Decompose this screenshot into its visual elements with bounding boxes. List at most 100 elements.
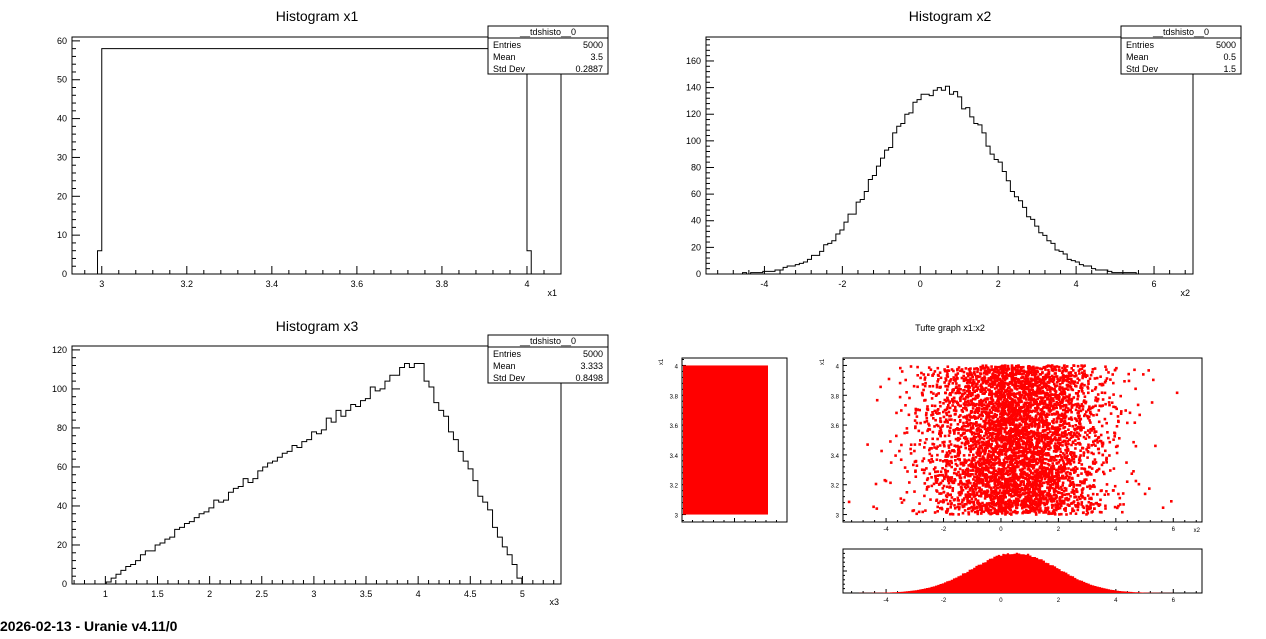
scatter-point [970, 493, 973, 496]
y-tick-label: 3.6 [670, 424, 679, 430]
scatter-point [1021, 426, 1024, 429]
scatter-point [998, 462, 1002, 466]
scatter-point [998, 371, 1002, 374]
scatter-point [1026, 481, 1030, 484]
scatter-point [990, 446, 994, 450]
scatter-point [1103, 381, 1107, 384]
scatter-point [1037, 483, 1041, 487]
scatter-point [965, 389, 969, 393]
scatter-point [951, 489, 954, 493]
scatter-point [1028, 464, 1032, 467]
scatter-point [1015, 414, 1019, 418]
scatter-point [971, 375, 974, 379]
scatter-point [972, 371, 976, 375]
scatter-point [1024, 420, 1027, 424]
scatter-point [933, 446, 936, 449]
scatter-point [1059, 414, 1063, 417]
scatter-point [1017, 450, 1021, 454]
scatter-point [1138, 413, 1141, 417]
scatter-point [1003, 491, 1007, 495]
scatter-point [1069, 416, 1073, 419]
scatter-point [1062, 396, 1065, 399]
scatter-point [1060, 499, 1064, 503]
scatter-point [1028, 487, 1032, 491]
scatter-point [1070, 491, 1073, 494]
scatter-point [939, 420, 942, 423]
scatter-point [1060, 433, 1063, 437]
scatter-point [1015, 388, 1019, 391]
scatter-point [1083, 478, 1086, 481]
scatter-point [1031, 507, 1034, 511]
scatter-point [1054, 442, 1057, 445]
scatter-point [1128, 411, 1132, 415]
scatter-point [1029, 404, 1033, 407]
scatter-point [1028, 393, 1031, 397]
scatter-point [934, 476, 937, 479]
scatter-point [919, 421, 922, 425]
scatter-point [941, 500, 945, 504]
scatter-point [1096, 397, 1100, 401]
scatter-point [1033, 372, 1037, 375]
scatter-point [1088, 377, 1092, 380]
x-tick-label: 1.5 [151, 589, 164, 599]
scatter-point [1028, 410, 1032, 413]
scatter-point [921, 459, 924, 463]
scatter-point [1058, 437, 1062, 440]
scatter-point [1133, 368, 1136, 372]
scatter-point [1015, 445, 1019, 448]
scatter-point [943, 420, 947, 424]
scatter-point [1067, 458, 1071, 461]
scatter-point [1045, 499, 1049, 502]
scatter-point [991, 494, 994, 497]
scatter-point [1065, 399, 1068, 402]
scatter-point [1040, 447, 1044, 450]
scatter-point [1047, 474, 1051, 477]
scatter-point [1064, 366, 1067, 370]
scatter-point [939, 470, 943, 473]
scatter-point [1086, 433, 1089, 437]
scatter-point [1067, 388, 1070, 391]
scatter-point [1091, 389, 1094, 392]
y-tick-label: 3 [836, 514, 840, 520]
scatter-point [1009, 493, 1013, 496]
y-tick-label: 60 [691, 189, 701, 199]
scatter-point [1062, 490, 1066, 493]
scatter-point [1033, 432, 1037, 436]
scatter-point [997, 424, 1000, 428]
scatter-point [976, 386, 980, 389]
y-tick-label: 10 [57, 230, 67, 240]
scatter-point [1119, 412, 1123, 415]
scatter-point [1016, 384, 1020, 388]
scatter-point [1008, 403, 1012, 406]
scatter-point [927, 373, 930, 376]
scatter-point [1067, 400, 1070, 403]
scatter-point [1026, 450, 1029, 454]
scatter-point [978, 430, 982, 433]
scatter-point [1053, 402, 1056, 406]
scatter-point [1064, 509, 1067, 513]
scatter-point [1044, 507, 1047, 510]
scatter-point [1015, 419, 1019, 422]
y-tick-label: 100 [52, 384, 67, 394]
scatter-point [1013, 373, 1016, 376]
scatter-point [875, 507, 879, 510]
scatter-point [991, 382, 995, 385]
scatter-point [1113, 368, 1117, 372]
scatter-point [1047, 459, 1051, 462]
scatter-point [932, 372, 935, 376]
scatter-point [1077, 394, 1080, 398]
scatter-point [1034, 425, 1037, 428]
scatter-point [1018, 406, 1021, 410]
scatter-point [1060, 488, 1064, 491]
scatter-point [903, 466, 907, 469]
scatter-point [969, 446, 973, 450]
scatter-point [980, 412, 983, 416]
scatter-point [1020, 475, 1023, 479]
scatter-point [1063, 465, 1066, 469]
scatter-point [1004, 479, 1007, 483]
scatter-point [1047, 364, 1051, 368]
scatter-point [938, 401, 942, 404]
scatter-point [1093, 458, 1097, 461]
scatter-point [1002, 442, 1006, 446]
scatter-point [967, 474, 970, 478]
